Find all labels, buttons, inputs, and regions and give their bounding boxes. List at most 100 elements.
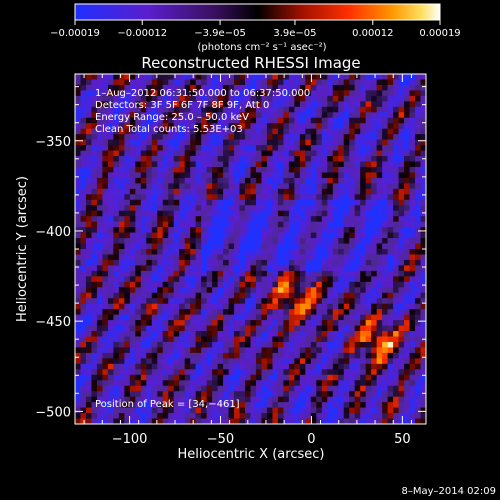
heatmap-cell (382, 183, 389, 190)
heatmap-cell (409, 309, 416, 316)
heatmap-cell (234, 413, 240, 419)
heatmap-cell (387, 385, 394, 392)
heatmap-cell (360, 385, 367, 392)
heatmap-cell (96, 177, 103, 184)
heatmap-cell (151, 188, 158, 195)
heatmap-cell (343, 232, 350, 239)
heatmap-cell (124, 112, 131, 119)
heatmap-cell (310, 363, 317, 370)
heatmap-cell (146, 145, 153, 151)
heatmap-cell (173, 128, 180, 135)
heatmap-cell (179, 166, 186, 173)
heatmap-cell (223, 205, 229, 212)
heatmap-cell (266, 292, 273, 299)
heatmap-cell (91, 380, 98, 387)
heatmap-cell (91, 112, 98, 119)
heatmap-cell (305, 79, 312, 86)
heatmap-cell (250, 106, 257, 113)
heatmap-cell (206, 303, 213, 310)
heatmap-cell (398, 95, 405, 102)
heatmap-cell (201, 123, 208, 130)
heatmap-cell (195, 418, 202, 424)
heatmap-cell (223, 79, 229, 86)
heatmap-cell (239, 298, 246, 305)
heatmap-cell (409, 166, 416, 173)
heatmap-cell (398, 145, 405, 151)
heatmap-cell (327, 254, 334, 261)
heatmap-cell (382, 413, 389, 419)
heatmap-cell (228, 325, 235, 332)
heatmap-cell (234, 205, 240, 212)
heatmap-cell (294, 292, 301, 299)
heatmap-cell (223, 161, 229, 168)
heatmap-cell (234, 363, 240, 370)
heatmap-cell (151, 243, 158, 250)
heatmap-cell (255, 336, 262, 343)
heatmap-cell (228, 418, 235, 424)
heatmap-cell (206, 95, 213, 102)
heatmap-cell (75, 396, 81, 403)
heatmap-cell (272, 232, 279, 239)
heatmap-cell (113, 347, 120, 354)
heatmap-cell (398, 128, 405, 135)
heatmap-cell (146, 385, 153, 392)
heatmap-cell (277, 298, 284, 305)
heatmap-cell (239, 101, 246, 108)
heatmap-cell (310, 95, 317, 102)
heatmap-cell (420, 177, 426, 184)
heatmap-cell (343, 106, 350, 113)
heatmap-cell (409, 407, 416, 414)
heatmap-cell (387, 79, 394, 86)
heatmap-cell (102, 358, 109, 365)
heatmap-cell (118, 112, 125, 119)
heatmap-cell (338, 238, 345, 244)
heatmap-cell (382, 407, 389, 414)
heatmap-cell (299, 243, 306, 250)
heatmap-cell (299, 391, 306, 398)
heatmap-cell (223, 123, 229, 130)
heatmap-cell (338, 90, 345, 97)
heatmap-cell (135, 303, 142, 310)
heatmap-cell (343, 418, 350, 424)
heatmap-cell (283, 281, 290, 288)
heatmap-cell (118, 145, 125, 151)
heatmap-cell (173, 276, 180, 283)
heatmap-cell (327, 298, 334, 305)
heatmap-cell (371, 90, 378, 97)
heatmap-cell (321, 112, 328, 119)
heatmap-cell (283, 259, 290, 266)
heatmap-cell (118, 259, 125, 266)
heatmap-cell (288, 205, 295, 212)
heatmap-cell (212, 177, 218, 184)
heatmap-cell (420, 243, 426, 250)
heatmap-cell (91, 265, 98, 272)
heatmap-cell (398, 380, 405, 387)
heatmap-cell (75, 166, 81, 173)
heatmap-cell (354, 194, 361, 201)
heatmap-cell (387, 358, 394, 365)
heatmap-cell (184, 341, 191, 348)
heatmap-cell (217, 292, 224, 299)
heatmap-cell (349, 374, 356, 381)
heatmap-cell (288, 199, 295, 206)
heatmap-cell (354, 402, 361, 408)
heatmap-cell (168, 287, 175, 294)
heatmap-cell (354, 177, 361, 184)
heatmap-cell (157, 227, 164, 233)
heatmap-cell (305, 156, 312, 162)
heatmap-cell (80, 363, 87, 370)
heatmap-cell (80, 90, 87, 97)
heatmap-cell (140, 139, 147, 146)
heatmap-cell (135, 347, 142, 354)
heatmap-cell (228, 216, 235, 223)
heatmap-cell (75, 210, 81, 217)
heatmap-cell (239, 145, 246, 151)
heatmap-cell (195, 303, 202, 310)
heatmap-cell (135, 188, 142, 195)
heatmap-cell (75, 161, 81, 168)
heatmap-cell (354, 369, 361, 376)
heatmap-cell (420, 161, 426, 168)
heatmap-cell (140, 177, 147, 184)
heatmap-cell (398, 259, 405, 266)
heatmap-cell (332, 205, 339, 212)
